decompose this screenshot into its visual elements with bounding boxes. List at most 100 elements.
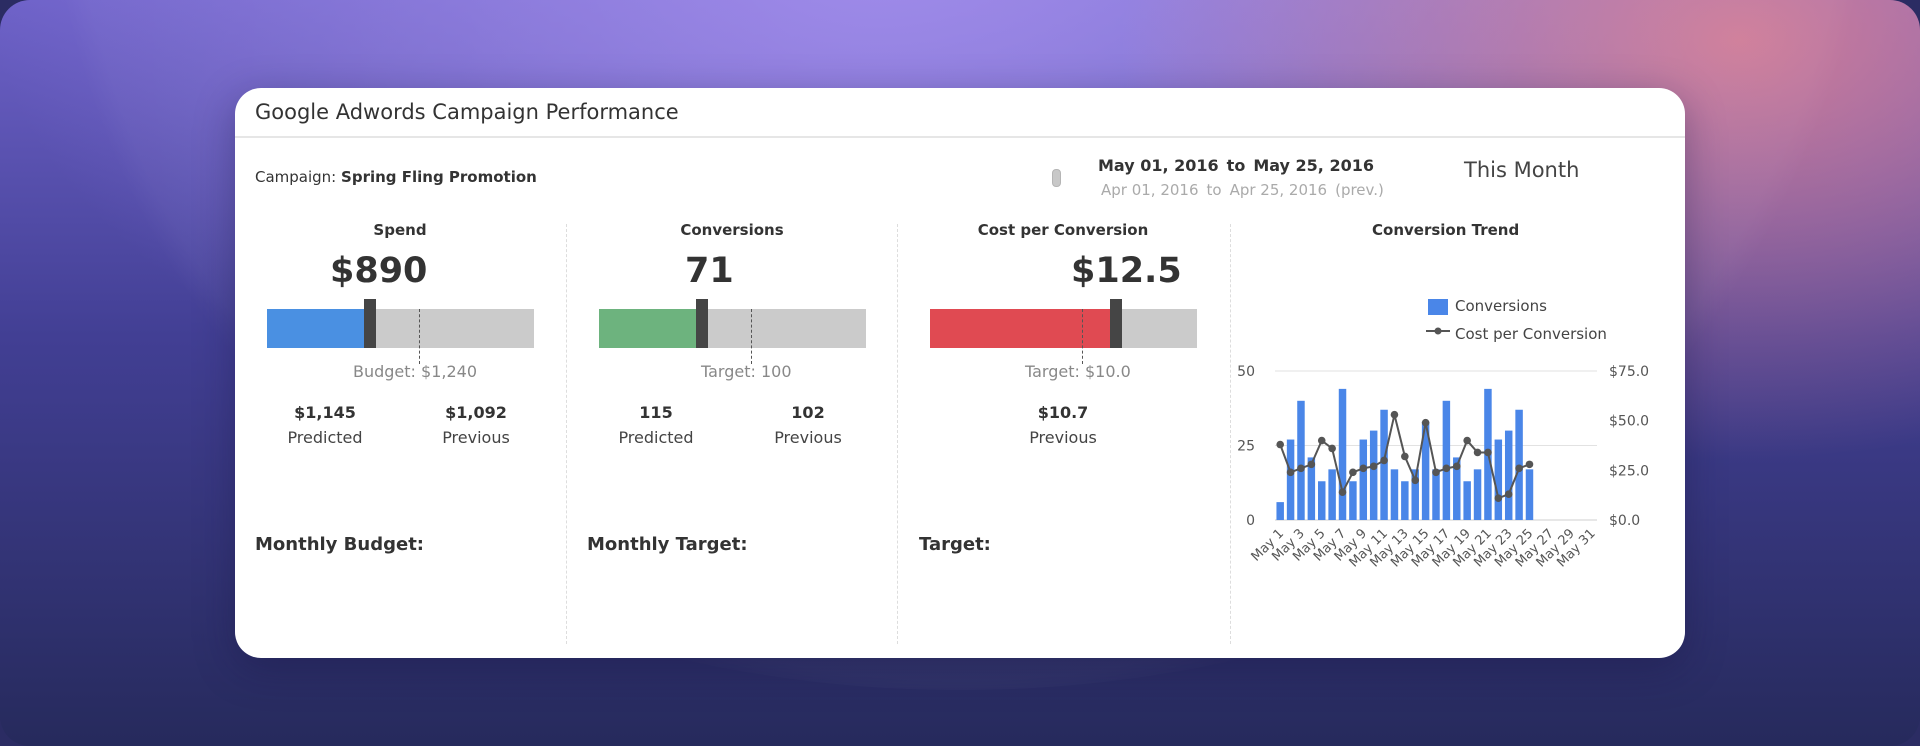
cost-per-conversion-point[interactable] [1307, 460, 1316, 469]
kpi-title: Cost per Conversion [977, 221, 1149, 239]
conversion-bar[interactable] [1525, 469, 1534, 520]
monthly-budget-label: Monthly Budget: [255, 534, 424, 555]
conversion-bar[interactable] [1369, 430, 1378, 520]
stat-label: Predicted [287, 428, 363, 447]
campaign-name[interactable]: Spring Fling Promotion [341, 168, 537, 186]
cost-per-conversion-point[interactable] [1463, 436, 1471, 445]
cost-per-conversion-point[interactable] [1432, 468, 1440, 477]
spend-bullet-bar [267, 299, 534, 364]
kpi-value: $12.5 [1071, 251, 1182, 291]
y-right-tick-label: $50.0 [1609, 414, 1649, 430]
previous-date-range: Apr 01, 2016 to Apr 25, 2016 (prev.) [1101, 181, 1392, 199]
conversion-bar[interactable] [1328, 469, 1336, 520]
stat-value: 115 [639, 403, 673, 422]
conversion-bar[interactable] [1276, 502, 1284, 520]
target-label: Target: [919, 534, 991, 555]
conversion-bar[interactable] [1463, 481, 1471, 520]
conversion-bar[interactable] [1349, 481, 1357, 520]
conversion-bar[interactable] [1359, 439, 1368, 520]
conversion-bar[interactable] [1473, 469, 1482, 520]
cost-per-conversion-point[interactable] [1411, 476, 1420, 485]
cost-per-conversion-point[interactable] [1286, 468, 1295, 477]
previous-to-date: Apr 25, 2016 [1229, 181, 1328, 199]
conversion-bar[interactable] [1390, 469, 1399, 520]
legend-conversions[interactable]: Conversions [1455, 297, 1547, 315]
title-divider [235, 136, 1685, 138]
conversion-bar[interactable] [1380, 409, 1388, 520]
cost-per-conversion-point[interactable] [1515, 464, 1523, 473]
cost-per-conversion-point[interactable] [1359, 464, 1368, 473]
target-caption: Target: $10.0 [1025, 362, 1131, 381]
conversion-bar[interactable] [1432, 469, 1440, 520]
spend-budget-marker [419, 309, 421, 364]
previous-stat: $10.7 Previous [993, 403, 1133, 447]
cost-per-conversion-point[interactable] [1401, 452, 1409, 461]
conversion-bar[interactable] [1453, 457, 1461, 520]
predicted-stat: 115 Predicted [586, 403, 726, 447]
conversion-bar[interactable] [1442, 400, 1451, 520]
conversion-bar[interactable] [1494, 439, 1503, 520]
conversions-current-marker [696, 299, 709, 348]
cost-current-marker [1110, 299, 1123, 348]
cost-bullet-bar [930, 299, 1197, 364]
y-left-tick-label: 0 [1246, 513, 1255, 529]
cost-per-conversion-point[interactable] [1369, 462, 1378, 471]
cost-target-marker [1082, 309, 1084, 364]
y-right-tick-label: $0.0 [1609, 513, 1640, 529]
conversion-bar[interactable] [1338, 388, 1347, 520]
cost-per-conversion-point[interactable] [1390, 410, 1399, 419]
cost-per-conversion-point[interactable] [1328, 444, 1336, 453]
cost-per-conversion-point[interactable] [1276, 440, 1284, 449]
conversion-bar[interactable] [1286, 439, 1295, 520]
chart-title: Conversion Trend [1372, 221, 1520, 239]
stat-label: Previous [774, 428, 842, 447]
stat-label: Previous [442, 428, 510, 447]
conversion-bar[interactable] [1504, 430, 1513, 520]
y-left-tick-label: 50 [1237, 364, 1255, 380]
to-word: to [1226, 156, 1246, 175]
conversion-bar[interactable] [1297, 400, 1305, 520]
cost-per-conversion-point[interactable] [1484, 448, 1492, 457]
cost-per-conversion-point[interactable] [1297, 464, 1305, 473]
conversion-bar[interactable] [1307, 457, 1316, 520]
campaign-label: Campaign: [255, 168, 337, 186]
previous-suffix: (prev.) [1335, 181, 1384, 199]
conversion-bar[interactable] [1421, 421, 1430, 520]
conversion-bar[interactable] [1318, 481, 1326, 520]
column-divider [566, 224, 567, 644]
kpi-title: Spend [373, 221, 427, 239]
cost-per-conversion-point[interactable] [1504, 490, 1513, 498]
conversions-bar-fill [599, 309, 704, 348]
cost-per-conversion-point[interactable] [1525, 460, 1534, 469]
spend-bar-fill [267, 309, 372, 348]
cost-per-conversion-point[interactable] [1473, 448, 1482, 457]
stat-value: $10.7 [1037, 403, 1089, 422]
cost-per-conversion-point[interactable] [1421, 418, 1430, 427]
campaign-info: Campaign: Spring Fling Promotion [255, 168, 537, 186]
cost-per-conversion-point[interactable] [1317, 436, 1326, 445]
y-right-tick-label: $25.0 [1609, 463, 1649, 479]
cost-per-conversion-point[interactable] [1494, 494, 1503, 502]
current-date-range[interactable]: May 01, 2016 to May 25, 2016 [1098, 156, 1382, 175]
previous-stat: 102 Previous [738, 403, 878, 447]
cost-per-conversion-point[interactable] [1452, 462, 1461, 471]
conversion-bar[interactable] [1401, 481, 1409, 520]
monthly-target-label: Monthly Target: [587, 534, 748, 555]
conversion-bar[interactable] [1411, 469, 1419, 520]
stat-value: 102 [791, 403, 825, 422]
cost-per-conversion-point[interactable] [1380, 456, 1388, 465]
previous-from-date: Apr 01, 2016 [1101, 181, 1199, 199]
legend-cost-per-conversion[interactable]: Cost per Conversion [1455, 325, 1607, 343]
cost-per-conversion-point[interactable] [1349, 468, 1357, 477]
cost-per-conversion-point[interactable] [1338, 488, 1347, 496]
stat-value: $1,145 [294, 403, 356, 422]
dashboard-card: Google Adwords Campaign Performance Camp… [235, 88, 1685, 658]
current-from-date: May 01, 2016 [1098, 156, 1219, 175]
compare-toggle-icon[interactable] [1052, 169, 1061, 187]
y-left-tick-label: 25 [1237, 439, 1255, 455]
target-caption: Target: 100 [701, 362, 792, 381]
conversions-bullet-bar [599, 299, 866, 364]
previous-stat: $1,092 Previous [406, 403, 546, 447]
period-selector[interactable]: This Month [1464, 158, 1580, 182]
cost-per-conversion-point[interactable] [1442, 464, 1451, 473]
